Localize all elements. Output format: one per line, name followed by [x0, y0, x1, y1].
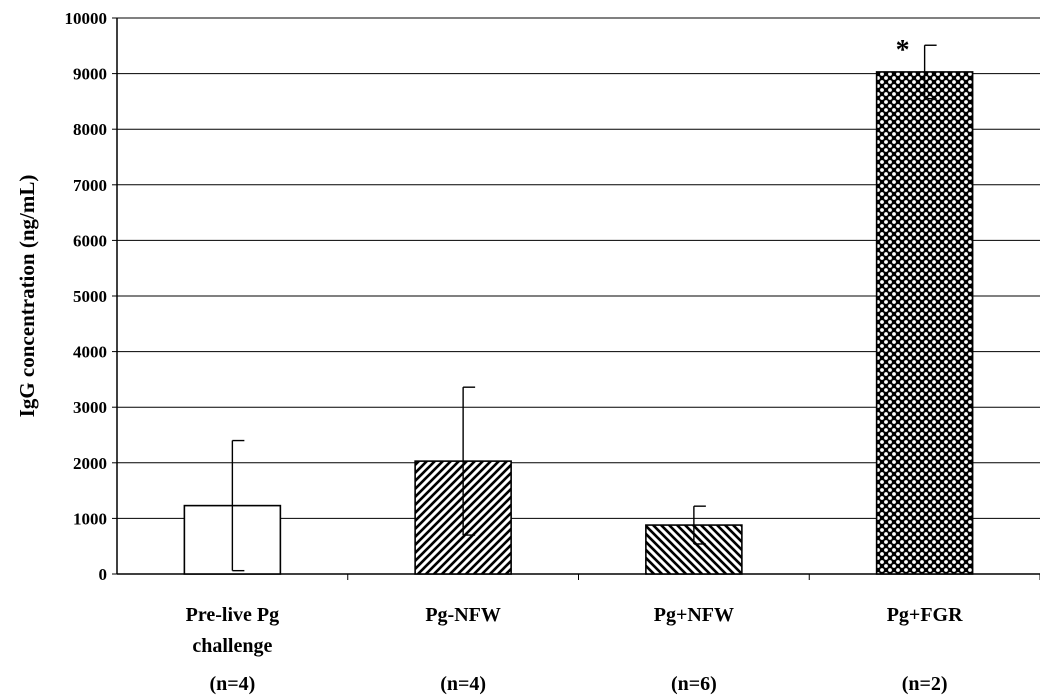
y-tick-label: 8000 — [73, 120, 107, 139]
category-label: Pg+FGR — [887, 604, 963, 626]
bar-4 — [875, 71, 974, 575]
y-tick-label: 0 — [99, 565, 108, 584]
y-tick-label: 6000 — [73, 231, 107, 250]
y-tick-label: 1000 — [73, 509, 107, 528]
category-n-label: (n=6) — [671, 673, 717, 695]
category-label: Pg+NFW — [654, 604, 734, 626]
y-tick-label: 4000 — [73, 343, 107, 362]
category-n-label: (n=4) — [440, 673, 486, 695]
y-axis-label: IgG concentration (ng/mL) — [15, 175, 39, 418]
y-tick-label: 9000 — [73, 65, 107, 84]
gridlines — [117, 17, 1040, 519]
category-n-label: (n=4) — [209, 673, 255, 695]
category-label: Pre-live Pg — [186, 604, 279, 626]
category-label: Pg-NFW — [425, 604, 501, 626]
y-tick-label: 2000 — [73, 454, 107, 473]
y-tick-label: 7000 — [73, 176, 107, 195]
bars — [183, 44, 974, 575]
y-tick-label: 10000 — [65, 9, 108, 28]
significance-asterisk: * — [896, 35, 910, 66]
y-tick-label: 3000 — [73, 398, 107, 417]
category-label: challenge — [192, 635, 272, 657]
category-n-label: (n=2) — [902, 673, 948, 695]
labels: 0 1000 2000 3000 4000 5000 6000 7000 8000 9000 100… — [15, 9, 963, 695]
y-tick-label: 5000 — [73, 287, 107, 306]
